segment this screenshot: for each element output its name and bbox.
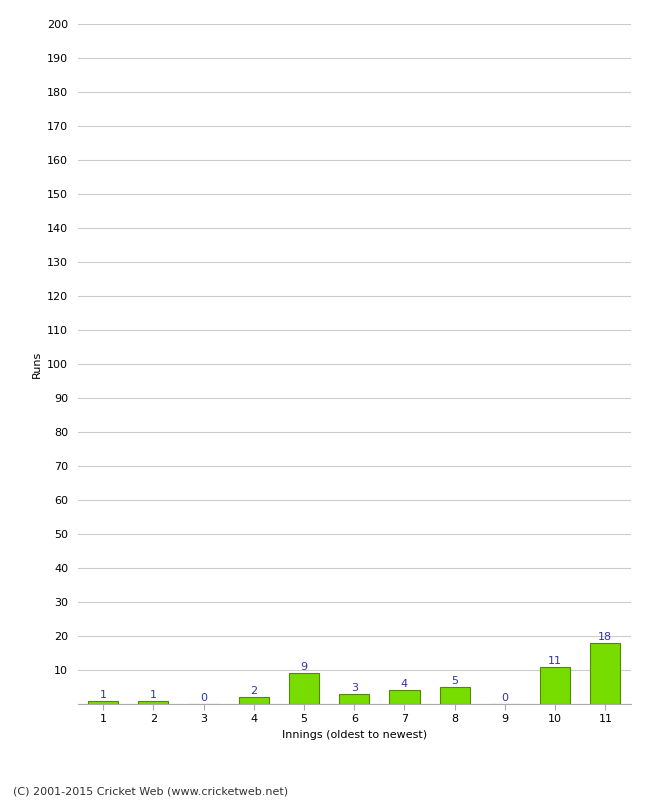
Text: (C) 2001-2015 Cricket Web (www.cricketweb.net): (C) 2001-2015 Cricket Web (www.cricketwe… bbox=[13, 786, 288, 796]
Text: 18: 18 bbox=[598, 632, 612, 642]
X-axis label: Innings (oldest to newest): Innings (oldest to newest) bbox=[281, 730, 427, 740]
Bar bbox=[590, 643, 621, 704]
Text: 0: 0 bbox=[501, 693, 508, 703]
Bar bbox=[439, 687, 470, 704]
Bar bbox=[239, 697, 269, 704]
Bar bbox=[88, 701, 118, 704]
Text: 2: 2 bbox=[250, 686, 257, 696]
Text: 1: 1 bbox=[99, 690, 107, 699]
Text: 3: 3 bbox=[351, 682, 358, 693]
Y-axis label: Runs: Runs bbox=[32, 350, 42, 378]
Text: 9: 9 bbox=[300, 662, 307, 672]
Text: 5: 5 bbox=[451, 676, 458, 686]
Bar bbox=[389, 690, 419, 704]
Bar bbox=[540, 666, 570, 704]
Text: 1: 1 bbox=[150, 690, 157, 699]
Text: 11: 11 bbox=[548, 655, 562, 666]
Text: 0: 0 bbox=[200, 693, 207, 703]
Bar bbox=[138, 701, 168, 704]
Text: 4: 4 bbox=[401, 679, 408, 690]
Bar bbox=[339, 694, 369, 704]
Bar bbox=[289, 674, 319, 704]
